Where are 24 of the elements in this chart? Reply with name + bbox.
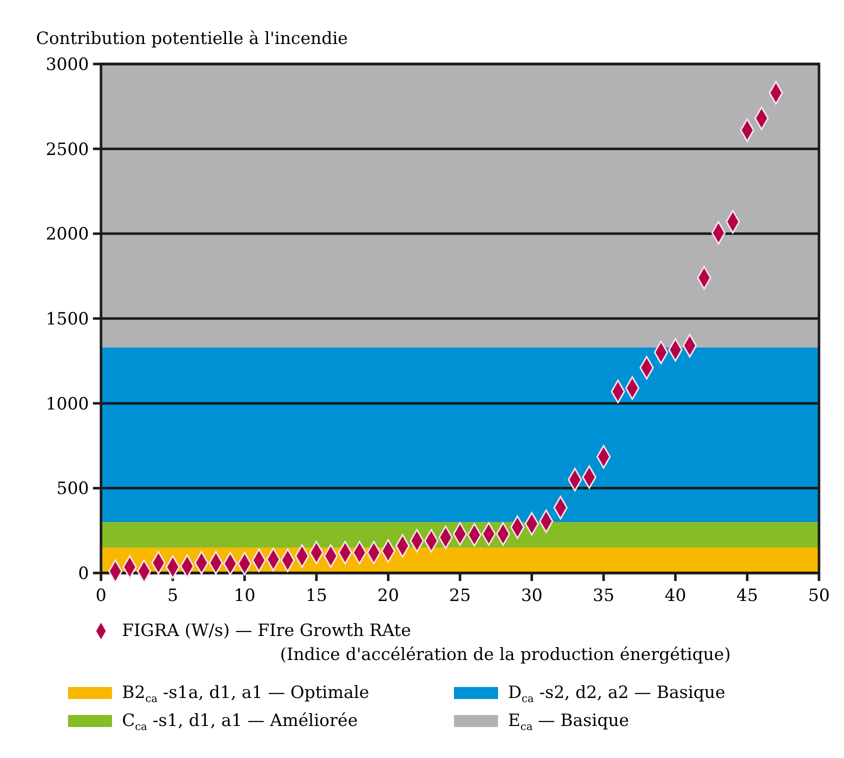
- y-tick-label: 2000: [46, 224, 89, 245]
- x-tick-label: 25: [449, 586, 471, 606]
- y-tick-label: 1500: [46, 310, 89, 330]
- x-tick-label: 10: [234, 586, 256, 606]
- x-tick-label: 50: [808, 586, 830, 606]
- y-tick-label: 1000: [46, 394, 89, 414]
- y-axis-title: Contribution potentielle à l'incendie: [36, 29, 348, 49]
- y-tick-label: 2500: [46, 140, 89, 160]
- legend-label: B2$_{ca}$-s1a, d1, a1 — Optimale: [122, 683, 370, 705]
- x-tick-label: 30: [520, 586, 543, 606]
- legend-label: D$_{ca}$-s2, d2, a2 — Basique: [508, 683, 726, 705]
- x-tick-label: 35: [592, 586, 614, 606]
- legend-label: E$_{ca}$ — Basique: [508, 711, 630, 733]
- x-tick-label: 40: [664, 586, 686, 606]
- legend-label: FIGRA (W/s) — FIre Growth RAte (Indice d'accélération de la production énergétique): [122, 621, 731, 665]
- legend-label: C$_{ca}$-s1, d1, a1 — Améliorée: [122, 711, 358, 733]
- x-tick-label: 20: [377, 586, 400, 606]
- x-tick-label: 45: [736, 586, 758, 606]
- x-tick-label: 5: [167, 586, 178, 606]
- y-tick-label: 3000: [46, 55, 89, 75]
- y-tick-label: 500: [56, 479, 89, 500]
- x-tick-label: 15: [306, 586, 328, 606]
- y-tick-label: 0: [78, 564, 89, 584]
- x-tick-label: 0: [96, 586, 106, 606]
